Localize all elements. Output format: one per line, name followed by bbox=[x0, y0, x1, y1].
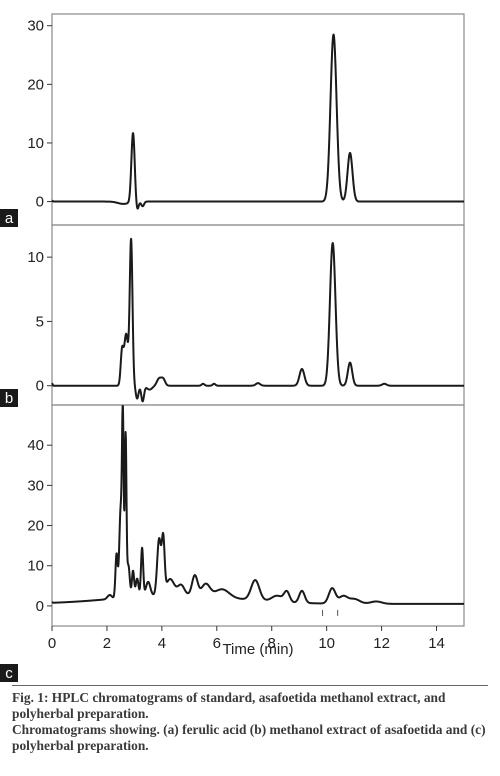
chart-svg: 0 10 20 30 a 0 5 10 b 0 10 20 30 40 c 0 2 4 6 8 10 12 14 Time (… bbox=[0, 13, 465, 682]
xtick-label: 6 bbox=[213, 635, 221, 652]
panel-b-label-box bbox=[0, 389, 18, 407]
panel-b-label: b bbox=[5, 390, 13, 407]
panel-a-ytick-label: 30 bbox=[27, 18, 44, 35]
panel-c-label: c bbox=[5, 665, 13, 682]
panel-a-ytick-label: 20 bbox=[27, 76, 44, 93]
xtick-label: 14 bbox=[428, 635, 445, 652]
panel-a-ytick-label: 0 bbox=[36, 194, 44, 211]
panel-a-label: a bbox=[5, 210, 14, 227]
caption-divider bbox=[12, 685, 488, 686]
xtick-label: 10 bbox=[318, 635, 335, 652]
panel-c-label-box bbox=[0, 664, 18, 682]
caption-description: Chromatograms showing. (a) ferulic acid … bbox=[12, 722, 486, 753]
caption-title: Fig. 1: HPLC chromatograms of standard, … bbox=[12, 690, 446, 721]
xtick-label: 4 bbox=[158, 635, 166, 652]
panel-a-frame bbox=[51, 13, 465, 226]
panel-a-trace bbox=[51, 33, 465, 210]
xtick-label: 0 bbox=[48, 635, 56, 652]
panel-c-trace bbox=[51, 405, 465, 605]
xtick-label: 2 bbox=[103, 635, 111, 652]
panel-b-ytick-label: 0 bbox=[36, 378, 44, 395]
xtick-label: 8 bbox=[268, 635, 276, 652]
panel-b-ytick-label: 10 bbox=[27, 249, 44, 266]
panel-b-frame bbox=[51, 224, 465, 406]
panel-a-ytick-label: 10 bbox=[27, 135, 44, 152]
panel-c-ytick-label: 10 bbox=[27, 558, 44, 575]
panel-c-ytick-label: 0 bbox=[36, 598, 44, 615]
xtick-label: 12 bbox=[373, 635, 390, 652]
figure-caption: Fig. 1: HPLC chromatograms of standard, … bbox=[12, 690, 488, 754]
panel-c-frame bbox=[51, 404, 465, 627]
panel-b-ytick-label: 5 bbox=[36, 313, 44, 330]
panel-c-ytick-label: 40 bbox=[27, 437, 44, 454]
panel-c-ytick-label: 30 bbox=[27, 477, 44, 494]
x-axis-label: Time (min) bbox=[222, 641, 293, 658]
panel-a-label-box bbox=[0, 209, 18, 227]
panel-c-ytick-label: 20 bbox=[27, 518, 44, 535]
panel-b-trace bbox=[51, 237, 465, 403]
chromatogram-figure: 0 10 20 30 a 0 5 10 b 0 10 20 30 40 c 0 2 4 6 8 10 12 14 Time (… bbox=[0, 13, 465, 682]
